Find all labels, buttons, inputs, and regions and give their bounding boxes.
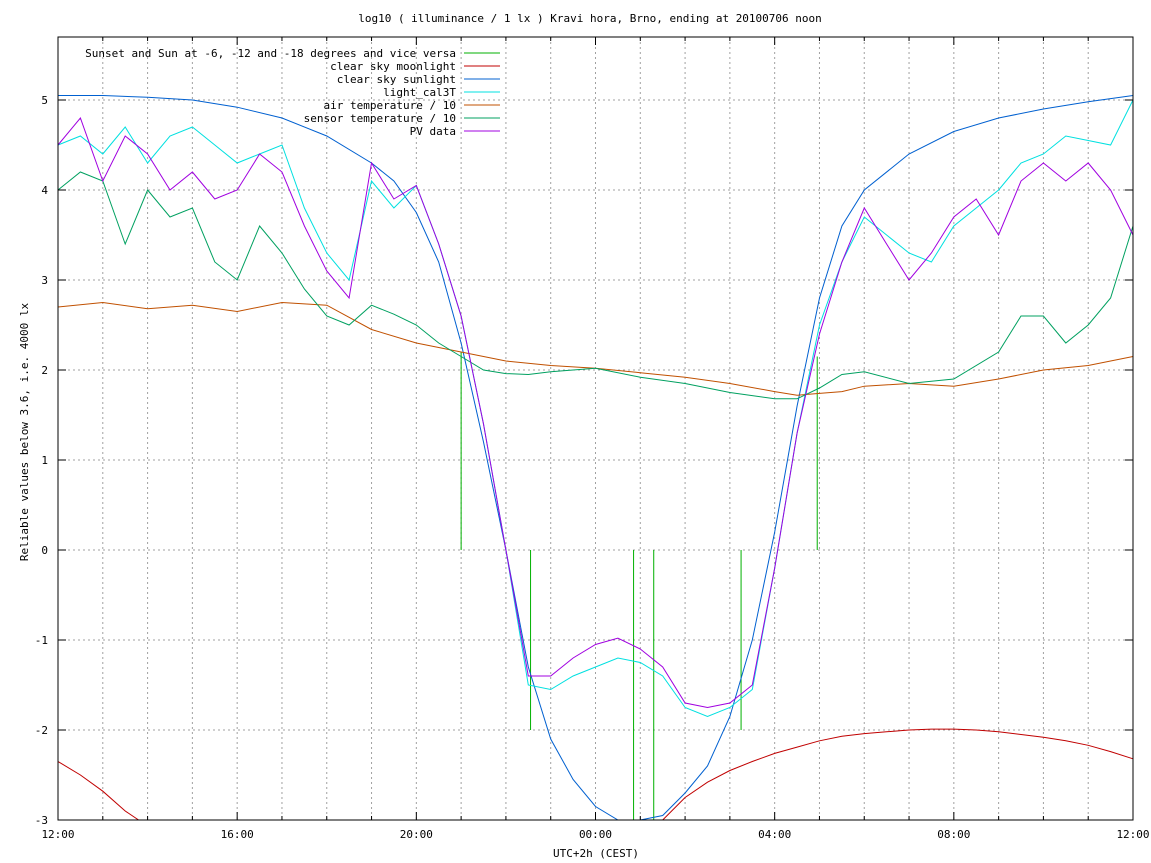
legend-label: light_cal3T bbox=[383, 86, 456, 99]
legend-label: clear sky sunlight bbox=[337, 73, 456, 86]
y-tick-label: 4 bbox=[41, 184, 48, 197]
axis-ticks: 12:00 16:00 20:00 00:00 04:00 08:00 12:00-3-2-… bbox=[35, 37, 1150, 841]
series-line bbox=[57, 117, 1134, 709]
x-tick-label: 04:00 bbox=[758, 828, 791, 841]
legend: Sunset and Sun at -6, -12 and -18 degree… bbox=[85, 47, 500, 138]
series-line bbox=[57, 301, 1134, 396]
y-tick-label: 5 bbox=[41, 94, 48, 107]
x-tick-label: 16:00 bbox=[221, 828, 254, 841]
y-tick-label: 1 bbox=[41, 454, 48, 467]
x-tick-label: 00:00 bbox=[579, 828, 612, 841]
y-tick-label: 0 bbox=[41, 544, 48, 557]
series-line bbox=[57, 171, 1134, 400]
series-clear-sky-sunlight bbox=[58, 95, 1134, 821]
y-tick-label: -1 bbox=[35, 634, 48, 647]
y-tick-label: 3 bbox=[41, 274, 48, 287]
x-tick-label: 12:00 bbox=[41, 828, 74, 841]
legend-label: air temperature / 10 bbox=[324, 99, 456, 112]
series-line bbox=[58, 95, 1134, 821]
legend-label: sensor temperature / 10 bbox=[304, 112, 456, 125]
series-sensor-temperature-10 bbox=[57, 171, 1134, 400]
x-axis-label: UTC+2h (CEST) bbox=[553, 847, 639, 860]
legend-label: clear sky moonlight bbox=[330, 60, 456, 73]
series-line bbox=[57, 99, 1134, 718]
y-tick-label: -3 bbox=[35, 814, 48, 827]
x-tick-label: 08:00 bbox=[937, 828, 970, 841]
x-tick-label: 20:00 bbox=[400, 828, 433, 841]
legend-label: Sunset and Sun at -6, -12 and -18 degree… bbox=[85, 47, 456, 60]
y-tick-label: 2 bbox=[41, 364, 48, 377]
series-pv-data bbox=[57, 117, 1134, 709]
legend-label: PV data bbox=[410, 125, 456, 138]
y-tick-label: -2 bbox=[35, 724, 48, 737]
chart-title: log10 ( illuminance / 1 lx ) Kravi hora,… bbox=[358, 12, 822, 25]
series-sunset-and-sun-at-6-12-and-18-degrees-and-vice-versa bbox=[460, 352, 818, 820]
x-tick-label: 12:00 bbox=[1116, 828, 1149, 841]
y-axis-label: Reliable values below 3.6, i.e. 4000 lx bbox=[18, 302, 31, 561]
grid-lines bbox=[58, 37, 1133, 820]
series-layer bbox=[57, 95, 1134, 821]
series-light-cal3t bbox=[57, 99, 1134, 718]
series-air-temperature-10 bbox=[57, 301, 1134, 396]
